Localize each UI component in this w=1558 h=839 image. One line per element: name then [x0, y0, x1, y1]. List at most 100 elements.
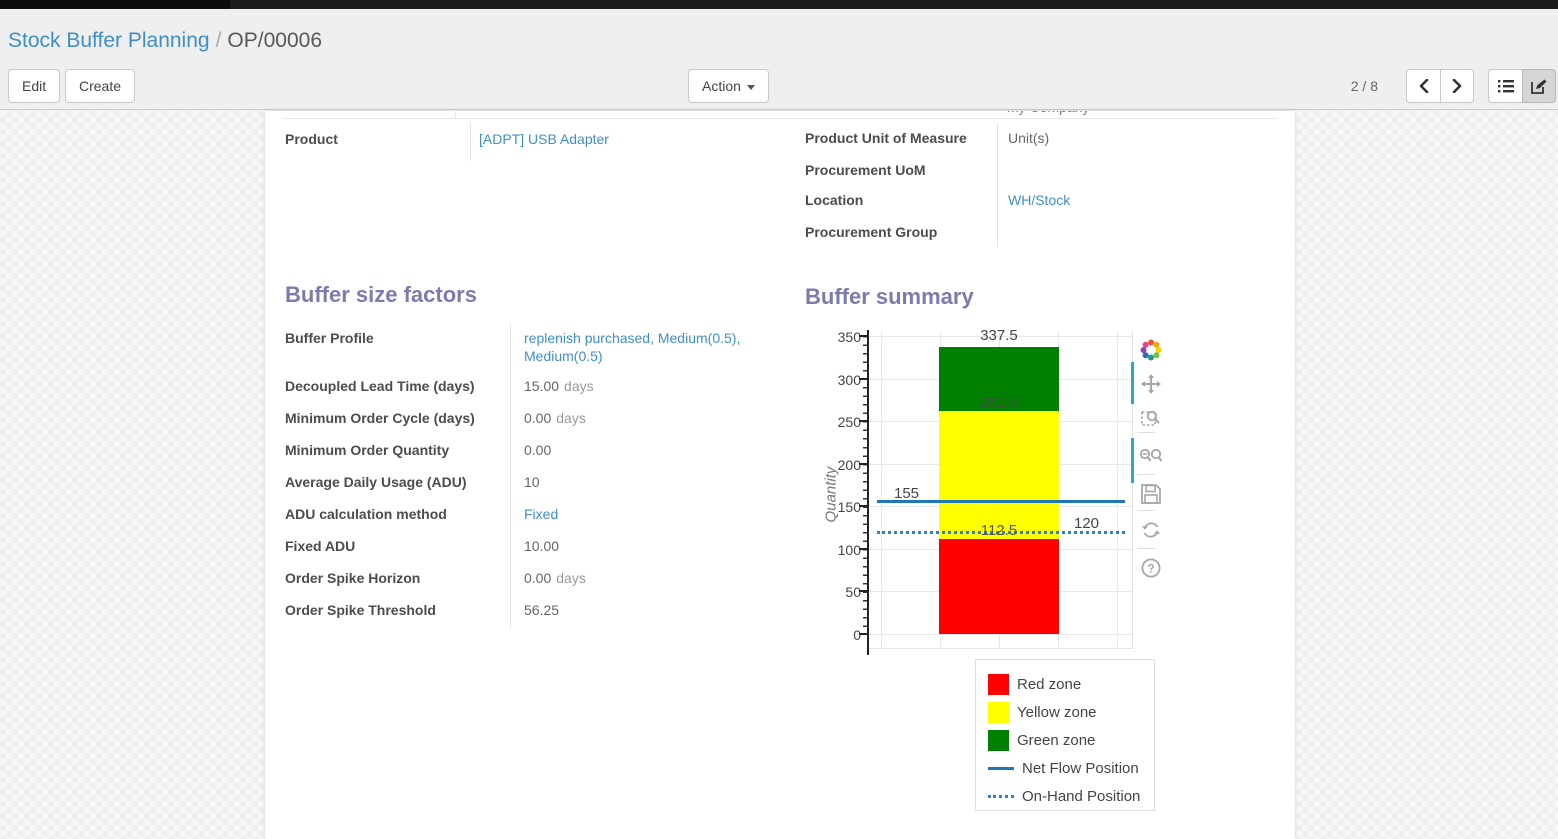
y-tick-250: 250: [837, 414, 861, 430]
red-zone-bar[interactable]: [939, 539, 1059, 634]
buffer-profile-label: Buffer Profile: [285, 330, 374, 346]
y-major-tick: [859, 420, 867, 422]
field-row-fixed-adu: Fixed ADU 10.00: [285, 532, 775, 564]
net-flow-position-line[interactable]: [877, 500, 1125, 503]
legend-item-yellow-zone[interactable]: Yellow zone: [988, 698, 1154, 726]
field-row-procurement-group: Procurement Group: [805, 217, 1275, 247]
fixed-adu-label: Fixed ADU: [285, 538, 356, 554]
net-flow-label: 155: [894, 485, 920, 502]
product-link[interactable]: [ADPT] USB Adapter: [479, 131, 609, 147]
uom-field-group: Product Unit of Measure Unit(s) Procurem…: [805, 123, 1275, 247]
field-row-location: Location WH/Stock: [805, 185, 1275, 217]
location-link[interactable]: WH/Stock: [1008, 192, 1071, 208]
adu-method-link[interactable]: Fixed: [524, 506, 559, 522]
modebar-divider: [1137, 474, 1155, 475]
net-flow-line-swatch: [988, 766, 1014, 770]
list-view-icon: [1497, 80, 1514, 93]
chevron-left-icon: [1419, 79, 1429, 93]
field-row-product: Product [ADPT] USB Adapter: [285, 123, 765, 161]
pan-icon[interactable]: [1139, 372, 1163, 396]
procurement-uom-value-cell: [997, 155, 1275, 185]
chart-legend: Red zone Yellow zone Green zone Net Flow…: [975, 659, 1155, 811]
adu-label: Average Daily Usage (ADU): [285, 474, 467, 490]
y-tick-100: 100: [837, 542, 861, 558]
breadcrumb-separator: /: [215, 29, 222, 52]
legend-item-red-zone[interactable]: Red zone: [988, 670, 1154, 698]
adu-method-value-cell: Fixed: [510, 500, 775, 532]
fixed-adu-value: 10.00: [524, 538, 560, 554]
spike-horizon-unit: days: [556, 570, 586, 586]
box-zoom-icon[interactable]: [1139, 406, 1163, 430]
form-view-button[interactable]: [1522, 69, 1556, 103]
spike-horizon-label: Order Spike Horizon: [285, 570, 421, 586]
create-button[interactable]: Create: [65, 69, 136, 103]
product-value-cell: [ADPT] USB Adapter: [470, 123, 765, 161]
min-order-cycle-label: Minimum Order Cycle (days): [285, 410, 475, 426]
y-major-tick: [859, 548, 867, 550]
field-row-min-order-qty: Minimum Order Quantity 0.00: [285, 436, 775, 468]
on-hand-position-line[interactable]: [877, 531, 1125, 534]
breadcrumb-row: Stock Buffer Planning / OP/00006: [0, 9, 1558, 61]
legend-label: Yellow zone: [1017, 703, 1097, 721]
top-menu-bar: [0, 0, 1558, 9]
pager-counter: 2 / 8: [1350, 78, 1378, 94]
y-axis-line: [867, 330, 869, 655]
modebar-indicator-bar: [1131, 362, 1134, 404]
legend-item-green-zone[interactable]: Green zone: [988, 726, 1154, 754]
control-panel: Edit Create Action 2 / 8: [0, 61, 1558, 110]
field-row-product-uom: Product Unit of Measure Unit(s): [805, 123, 1275, 155]
list-view-button[interactable]: [1488, 69, 1522, 103]
plotly-logo-icon[interactable]: [1139, 338, 1163, 362]
action-label: Action: [702, 78, 741, 94]
green-zone-swatch: [988, 729, 1009, 751]
buffer-profile-value-cell: replenish purchased, Medium(0.5), Medium…: [510, 324, 775, 372]
previous-record-button[interactable]: [1406, 69, 1440, 103]
procurement-uom-label: Procurement UoM: [805, 162, 926, 178]
edit-button[interactable]: Edit: [8, 69, 61, 103]
adu-method-label: ADU calculation method: [285, 506, 447, 522]
y-tick-300: 300: [837, 372, 861, 388]
action-dropdown-button[interactable]: Action: [688, 69, 769, 103]
y-tick-0: 0: [853, 627, 861, 643]
legend-item-on-hand[interactable]: On-Hand Position: [988, 782, 1154, 810]
save-icon[interactable]: [1139, 482, 1163, 506]
spike-horizon-value-cell: 0.00 days: [510, 564, 775, 596]
zoom-in-out-icon[interactable]: [1139, 444, 1163, 468]
min-order-cycle-value: 0.00: [524, 410, 552, 426]
next-record-button[interactable]: [1440, 69, 1474, 103]
product-uom-value: Unit(s): [1008, 130, 1050, 146]
bar-top-label: 337.5: [980, 327, 1018, 344]
yellow-zone-swatch: [988, 701, 1009, 723]
green-zone-bar[interactable]: [939, 347, 1059, 411]
buffer-profile-link[interactable]: replenish purchased, Medium(0.5), Medium…: [524, 330, 741, 364]
y-major-tick: [859, 378, 867, 380]
green-bottom-label: 262.5: [980, 394, 1018, 411]
breadcrumb: Stock Buffer Planning / OP/00006: [8, 29, 322, 53]
view-switcher-group: [1488, 69, 1556, 103]
form-sheet: My Company Product [ADPT] USB Adapter Pr…: [265, 111, 1295, 839]
yellow-zone-bar[interactable]: [939, 411, 1059, 539]
help-icon[interactable]: ?: [1139, 556, 1163, 580]
location-value-cell: WH/Stock: [997, 185, 1275, 217]
field-row-adu: Average Daily Usage (ADU) 10: [285, 468, 775, 500]
cutoff-company-row: My Company: [283, 111, 1277, 119]
min-order-qty-value-cell: 0.00: [510, 436, 775, 468]
legend-item-net-flow[interactable]: Net Flow Position: [988, 754, 1154, 782]
gridline: [869, 336, 1133, 337]
product-field-group: Product [ADPT] USB Adapter: [285, 123, 765, 161]
plot-area[interactable]: 337.5 262.5 112.5 155 120: [869, 327, 1133, 649]
y-major-tick: [859, 590, 867, 592]
min-order-cycle-unit: days: [556, 410, 586, 426]
min-order-qty-value: 0.00: [524, 442, 552, 458]
y-major-tick: [859, 463, 867, 465]
min-order-cycle-value-cell: 0.00 days: [510, 404, 775, 436]
modebar-divider: [1137, 432, 1155, 433]
gridline: [881, 331, 882, 649]
reset-icon[interactable]: [1139, 518, 1163, 542]
y-tick-150: 150: [837, 499, 861, 515]
product-uom-label: Product Unit of Measure: [805, 130, 967, 146]
pager-nav-group: [1406, 69, 1474, 103]
field-row-spike-threshold: Order Spike Threshold 56.25: [285, 596, 775, 628]
product-label: Product: [285, 131, 338, 147]
breadcrumb-parent-link[interactable]: Stock Buffer Planning: [8, 29, 210, 52]
